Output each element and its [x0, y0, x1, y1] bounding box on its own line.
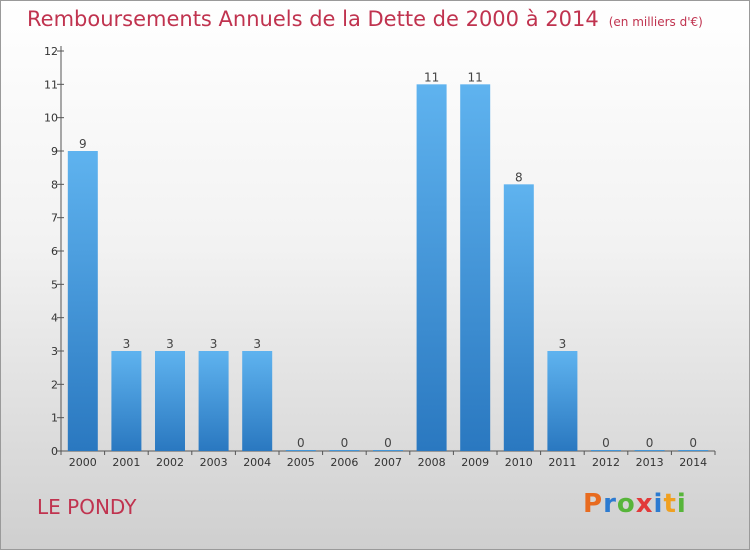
bar-2011: [547, 351, 578, 451]
y-tick-label: 8: [51, 178, 58, 191]
x-tick-label-2008: 2008: [418, 456, 446, 469]
commune-name: LE PONDY: [37, 495, 137, 519]
value-label-2013: 0: [646, 436, 654, 450]
y-tick-label: 2: [51, 378, 58, 391]
bar-2005: [285, 450, 316, 451]
chart-title-text: Remboursements Annuels de la Dette de 20…: [27, 7, 599, 31]
y-tick-label: 9: [51, 145, 58, 158]
x-tick-label-2001: 2001: [112, 456, 140, 469]
proxiti-letter: i: [653, 489, 664, 519]
bar-2001: [111, 351, 142, 451]
x-tick-label-2002: 2002: [156, 456, 184, 469]
y-tick-label: 5: [51, 278, 58, 291]
y-tick-label: 7: [51, 212, 58, 225]
x-tick-label-2013: 2013: [636, 456, 664, 469]
y-tick-label: 11: [44, 78, 58, 91]
bar-2008: [416, 84, 447, 451]
proxiti-letter: i: [676, 489, 687, 519]
y-tick-label: 1: [51, 412, 58, 425]
bar-2002: [155, 351, 185, 451]
proxiti-letter: P: [583, 489, 604, 519]
y-tick-label: 10: [44, 112, 58, 125]
x-tick-label-2014: 2014: [679, 456, 707, 469]
proxiti-letter: x: [635, 489, 654, 519]
value-label-2012: 0: [602, 436, 610, 450]
bar-2007: [373, 450, 403, 451]
value-label-2004: 3: [253, 337, 261, 351]
bar-2012: [591, 450, 621, 451]
value-label-2008: 11: [424, 70, 439, 84]
value-label-2003: 3: [210, 337, 218, 351]
x-tick-label-2009: 2009: [461, 456, 489, 469]
bar-2009: [460, 84, 491, 451]
x-tick-label-2000: 2000: [69, 456, 97, 469]
bar-2013: [634, 450, 665, 451]
y-tick-label: 12: [44, 45, 58, 58]
y-tick-label: 4: [51, 312, 58, 325]
value-label-2010: 8: [515, 170, 523, 184]
bar-2010: [503, 184, 534, 452]
x-tick-label-2005: 2005: [287, 456, 315, 469]
x-tick-label-2011: 2011: [548, 456, 576, 469]
bar-2004: [242, 351, 273, 451]
labels: 2000 9 2001 3 2002 3 2003 3 2004 3 2005 0 2006 0 2007 0…: [69, 70, 707, 469]
chart-title: Remboursements Annuels de la Dette de 20…: [27, 7, 703, 31]
x-tick-label-2004: 2004: [243, 456, 271, 469]
x-tick-label-2012: 2012: [592, 456, 620, 469]
value-label-2002: 3: [166, 337, 174, 351]
proxiti-letter: t: [663, 489, 677, 519]
y-tick-label: 0: [51, 445, 58, 458]
proxiti-letter: r: [603, 489, 617, 519]
value-label-2011: 3: [559, 337, 567, 351]
y-tick-label: 3: [51, 345, 58, 358]
bar-2000: [67, 151, 98, 451]
chart-subtitle: (en milliers d'€): [608, 15, 703, 29]
bars: [67, 84, 709, 452]
x-tick-label-2006: 2006: [330, 456, 358, 469]
x-tick-label-2007: 2007: [374, 456, 402, 469]
value-label-2009: 11: [468, 70, 483, 84]
value-label-2005: 0: [297, 436, 305, 450]
value-label-2014: 0: [689, 436, 697, 450]
x-tick-label-2010: 2010: [505, 456, 533, 469]
x-tick-label-2003: 2003: [200, 456, 228, 469]
value-label-2001: 3: [123, 337, 131, 351]
bar-2003: [198, 351, 229, 451]
value-label-2007: 0: [384, 436, 392, 450]
value-label-2000: 9: [79, 137, 87, 151]
bar-2006: [329, 450, 360, 451]
y-tick-label: 6: [51, 245, 58, 258]
proxiti-letter: o: [616, 489, 636, 519]
value-label-2006: 0: [341, 436, 349, 450]
proxiti-logo: Proxiti: [583, 489, 687, 519]
bar-2014: [678, 450, 709, 451]
